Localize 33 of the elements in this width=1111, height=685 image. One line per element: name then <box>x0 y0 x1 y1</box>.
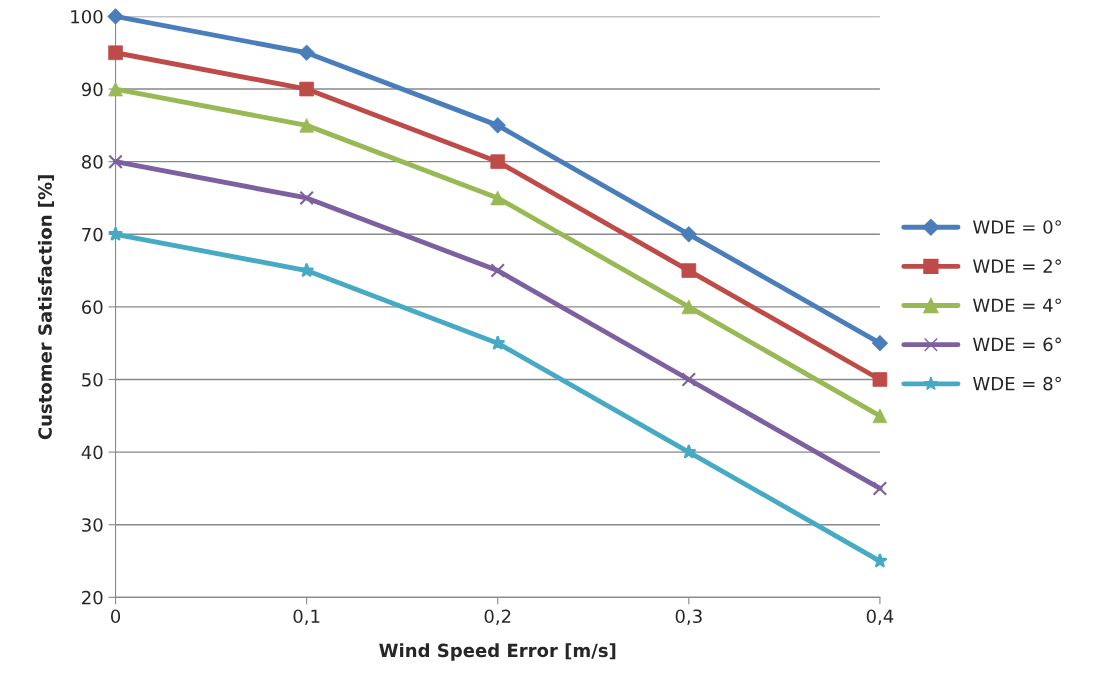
legend-label: WDE = 2° <box>973 259 1061 273</box>
y-axis-title: Customer Satisfaction [%] <box>37 175 55 440</box>
point <box>681 444 697 459</box>
y-tick-label: 50 <box>82 372 103 387</box>
point <box>107 226 124 241</box>
y-tick-label: 100 <box>71 9 103 24</box>
point <box>872 481 888 496</box>
point <box>108 154 123 169</box>
y-tick-label: 70 <box>82 227 103 242</box>
point <box>872 553 888 568</box>
y-tick-label: 80 <box>81 155 103 169</box>
x-tick-label: 0,4 <box>866 609 894 625</box>
point <box>490 263 506 278</box>
x-axis-title: Wind Speed Error [m/s] <box>379 643 616 661</box>
y-tick-label: 90 <box>81 82 103 97</box>
x-tick-label: 0,2 <box>484 609 511 625</box>
legend-label: WDE = 0° <box>973 220 1061 234</box>
point <box>490 154 506 169</box>
point <box>299 190 314 206</box>
legend-label: WDE = 6° <box>973 337 1061 352</box>
x-tick-label: 0,1 <box>293 609 320 625</box>
y-tick-label: 40 <box>81 445 103 460</box>
y-tick-label: 30 <box>82 518 103 532</box>
point <box>299 81 314 97</box>
x-tick-label: 0 <box>110 609 121 624</box>
x-tick-label: 0,3 <box>675 609 702 625</box>
legend-label: WDE = 4° <box>973 298 1061 312</box>
y-tick-label: 20 <box>82 590 103 605</box>
point <box>681 372 697 387</box>
legend-label: WDE = 8° <box>973 376 1061 391</box>
point <box>490 335 506 350</box>
y-tick-label: 60 <box>82 300 103 314</box>
point <box>681 263 697 278</box>
